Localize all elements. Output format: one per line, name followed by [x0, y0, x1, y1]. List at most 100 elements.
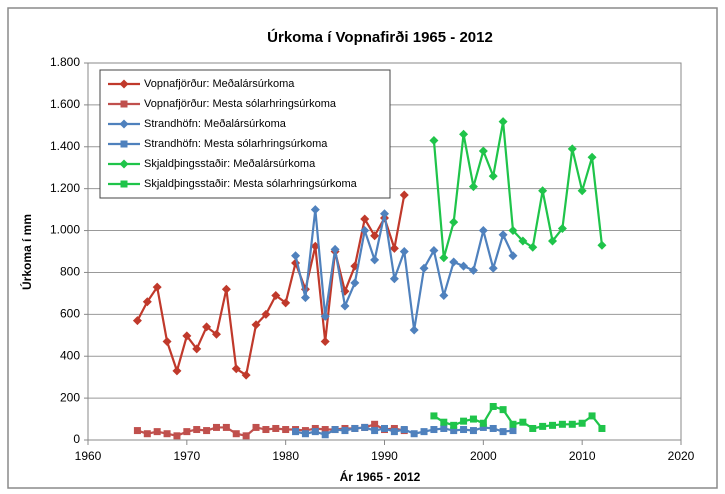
legend-marker: [119, 119, 129, 129]
marker: [469, 427, 477, 435]
marker: [311, 428, 319, 436]
y-tick-label: 1.000: [50, 223, 80, 237]
marker: [142, 297, 152, 307]
y-tick-label: 400: [60, 348, 80, 362]
marker: [557, 223, 567, 233]
marker: [439, 253, 449, 263]
marker: [271, 290, 281, 300]
x-tick-label: 2000: [470, 449, 497, 463]
marker: [203, 427, 211, 435]
marker: [252, 423, 260, 431]
marker: [449, 257, 459, 267]
marker: [221, 284, 231, 294]
marker: [568, 420, 576, 428]
marker: [331, 426, 339, 434]
marker: [478, 146, 488, 156]
marker: [360, 226, 370, 236]
marker: [371, 420, 379, 428]
y-tick-label: 1.200: [50, 181, 80, 195]
series-line: [432, 121, 604, 259]
legend-box: [99, 69, 391, 199]
marker: [202, 322, 212, 332]
marker: [400, 426, 408, 434]
marker: [222, 423, 230, 431]
marker: [519, 418, 527, 426]
marker: [152, 282, 162, 292]
marker: [409, 325, 419, 335]
marker: [351, 424, 359, 432]
marker: [361, 423, 369, 431]
marker: [549, 421, 557, 429]
legend-marker: [119, 159, 129, 169]
y-tick-label: 200: [60, 390, 80, 404]
marker: [479, 419, 487, 427]
marker: [509, 420, 517, 428]
marker: [460, 426, 468, 434]
legend-label: Skjaldþingsstaðir: Mesta sólarhringsúrko…: [144, 178, 358, 190]
marker: [193, 426, 201, 434]
marker: [528, 242, 538, 252]
chart-title: Úrkoma í Vopnafirði 1965 - 2012: [267, 28, 493, 46]
y-tick-label: 1.600: [50, 97, 80, 111]
marker: [469, 415, 477, 423]
marker: [499, 428, 507, 436]
marker: [281, 298, 291, 308]
marker: [390, 428, 398, 436]
marker: [262, 426, 270, 434]
marker: [321, 426, 329, 434]
legend-label: Strandhöfn: Mesta sólarhringsúrkoma: [144, 138, 328, 150]
marker: [173, 432, 181, 440]
marker: [588, 412, 596, 420]
marker: [430, 412, 438, 420]
marker: [508, 251, 518, 261]
y-tick-label: 0: [73, 432, 80, 446]
marker: [518, 236, 528, 246]
marker: [548, 236, 558, 246]
marker: [350, 278, 360, 288]
legend-marker: [120, 140, 128, 148]
marker: [320, 337, 330, 347]
marker: [321, 431, 329, 439]
marker: [450, 427, 458, 435]
marker: [241, 370, 251, 380]
marker: [211, 329, 221, 339]
marker: [399, 190, 409, 200]
marker: [430, 426, 438, 434]
marker: [292, 428, 300, 436]
marker: [567, 144, 577, 154]
marker: [440, 418, 448, 426]
marker: [489, 402, 497, 410]
legend-label: Vopnafjörður: Mesta sólarhringsúrkoma: [144, 98, 337, 110]
marker: [301, 430, 309, 438]
marker: [282, 426, 290, 434]
marker: [459, 261, 469, 271]
y-tick-label: 1.400: [50, 139, 80, 153]
marker: [529, 424, 537, 432]
marker: [340, 301, 350, 311]
marker: [163, 430, 171, 438]
marker: [380, 209, 389, 219]
x-tick-label: 1960: [75, 449, 102, 463]
legend-marker: [120, 100, 128, 108]
plot-frame: [87, 62, 682, 441]
legend-label: Vopnafjörður: Meðalársúrkoma: [144, 78, 295, 90]
marker: [479, 423, 487, 431]
marker: [232, 430, 240, 438]
marker: [499, 406, 507, 414]
marker: [578, 419, 586, 427]
marker: [183, 428, 191, 436]
marker: [539, 422, 547, 430]
legend-marker: [120, 180, 128, 188]
marker: [420, 428, 428, 436]
x-tick-label: 2020: [668, 449, 695, 463]
marker: [558, 420, 566, 428]
marker: [468, 182, 478, 192]
legend-label: Skjaldþingsstaðir: Meðalársúrkoma: [144, 158, 316, 170]
series-line: [136, 194, 406, 377]
marker: [450, 421, 458, 429]
marker: [597, 240, 607, 250]
y-tick-label: 800: [60, 265, 80, 279]
marker: [371, 427, 379, 435]
marker: [439, 290, 449, 300]
